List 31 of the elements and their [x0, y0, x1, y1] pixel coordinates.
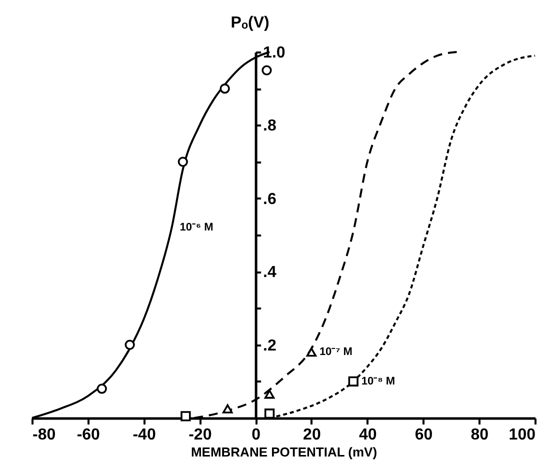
x-tick-label: -60 — [76, 426, 100, 444]
y-tick-label: .8 — [263, 118, 276, 135]
y-tick-label: .2 — [263, 337, 276, 354]
point — [348, 376, 358, 386]
y-axis-title: Pₒ(V) — [230, 14, 270, 32]
y-tick-label: .6 — [263, 190, 276, 208]
x-tick-label: -20 — [188, 426, 212, 444]
point — [264, 390, 275, 399]
annotation: 10⁻⁷ M — [319, 346, 352, 358]
point — [306, 348, 317, 357]
x-tick-label: 0 — [252, 426, 261, 444]
x-tick-label: 60 — [414, 426, 433, 444]
y-tick-label: .4 — [263, 264, 276, 282]
point — [178, 156, 188, 167]
point — [220, 84, 230, 94]
x-tick-label: 20 — [303, 426, 321, 444]
x-tick-label: -80 — [32, 426, 56, 444]
point — [222, 404, 233, 414]
point — [180, 411, 191, 422]
point — [264, 408, 275, 419]
point — [262, 65, 272, 76]
point — [96, 384, 107, 394]
x-tick-label: 80 — [470, 426, 489, 444]
y-tick-label: 1.0 — [263, 44, 286, 62]
annotation: 10⁻⁸ M — [361, 375, 396, 388]
x-axis-title: MEMBRANE POTENTIAL (mV) — [190, 444, 378, 460]
point — [124, 340, 135, 350]
x-tick-label: 40 — [358, 426, 377, 444]
x-tick-label: 100 — [508, 426, 536, 444]
annotation: 10⁻⁶ M — [180, 222, 214, 234]
x-tick-label: -40 — [132, 426, 156, 444]
